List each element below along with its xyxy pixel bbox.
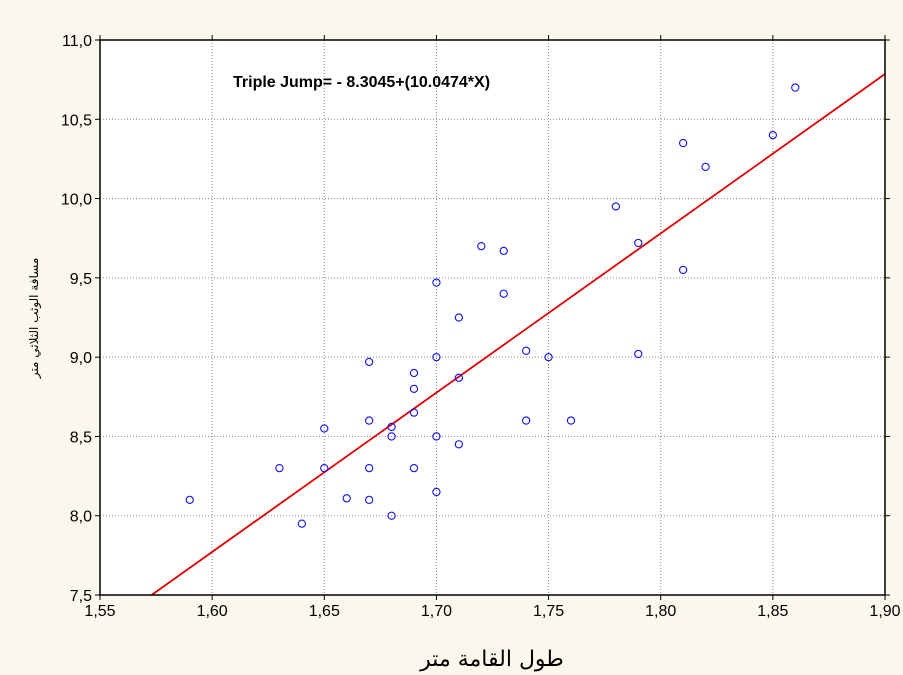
data-point — [364, 357, 374, 367]
x-axis-title: طول القامة متر — [419, 647, 564, 672]
data-point — [791, 83, 800, 92]
data-point — [185, 495, 194, 505]
grid-lines — [100, 40, 885, 595]
data-point — [521, 346, 531, 355]
data-point — [432, 352, 441, 362]
data-point — [678, 138, 688, 148]
data-point — [364, 495, 374, 505]
data-point — [454, 440, 464, 449]
x-tick-label: 1,85 — [757, 603, 788, 620]
data-point — [611, 202, 621, 211]
plot-area — [100, 40, 885, 595]
data-point — [634, 349, 643, 359]
regression-equation: Triple Jump= - 8.3045+(10.0474*X) — [233, 74, 490, 91]
data-point — [364, 416, 374, 425]
data-point — [409, 384, 419, 394]
data-point — [387, 432, 396, 441]
x-tick-label: 1,65 — [309, 603, 340, 620]
data-point — [297, 519, 307, 528]
plot-border — [99, 39, 886, 596]
data-point — [320, 424, 329, 433]
y-tick-labels: 7,5 8,0 8,5 9,0 9,5 10,0 10,5 11,0 — [61, 33, 92, 605]
y-tick-label: 9,0 — [70, 350, 92, 367]
data-point — [409, 408, 419, 417]
x-tick-label: 1,60 — [197, 603, 228, 620]
data-point — [544, 352, 553, 362]
data-point — [477, 241, 486, 251]
y-axis-title: مسافة الوثب الثلاثي متر — [27, 258, 42, 380]
x-tick-label: 1,55 — [84, 603, 115, 620]
y-tick-label: 11,0 — [62, 33, 92, 50]
data-point — [454, 373, 464, 382]
data-point — [432, 432, 441, 441]
data-point — [320, 463, 329, 473]
regression-line — [151, 73, 886, 596]
y-tick-label: 8,0 — [70, 509, 92, 526]
y-tick-label: 10,0 — [61, 192, 92, 209]
data-point — [678, 265, 688, 275]
x-tick-labels: 1,55 1,60 1,65 1,70 1,75 1,80 1,85 1,90 — [84, 603, 900, 620]
data-point — [342, 494, 351, 503]
x-tick-label: 1,80 — [645, 603, 676, 620]
data-point — [432, 278, 441, 287]
data-point — [521, 416, 531, 425]
data-point — [432, 487, 441, 497]
data-point — [701, 162, 710, 172]
data-point — [499, 246, 508, 256]
data-point — [387, 511, 396, 520]
data-point — [454, 313, 464, 322]
y-tick-label: 8,5 — [70, 429, 92, 446]
y-tick-label: 10,5 — [61, 112, 92, 129]
data-point — [387, 422, 396, 432]
regression-line-layer — [151, 73, 886, 596]
data-point — [275, 463, 284, 473]
y-tick-label: 9,5 — [70, 271, 92, 288]
data-point — [634, 238, 643, 248]
data-point — [409, 368, 419, 378]
data-point — [409, 463, 419, 473]
data-point — [499, 289, 508, 298]
data-points — [185, 83, 800, 528]
x-tick-label: 1,90 — [869, 603, 900, 620]
y-tick-label: 7,5 — [70, 588, 92, 605]
data-point — [364, 463, 374, 473]
x-tick-label: 1,75 — [533, 603, 564, 620]
data-point — [566, 416, 576, 425]
data-point — [768, 130, 778, 140]
x-tick-label: 1,70 — [421, 603, 452, 620]
axis-ticks — [95, 35, 890, 600]
